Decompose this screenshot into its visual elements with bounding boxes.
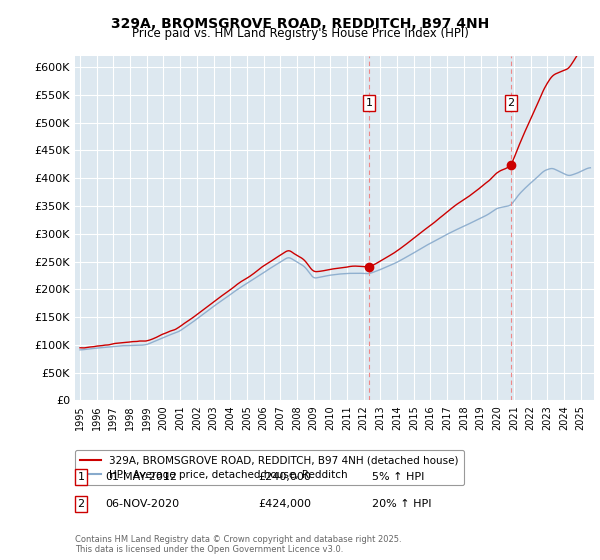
Text: Price paid vs. HM Land Registry's House Price Index (HPI): Price paid vs. HM Land Registry's House … [131, 27, 469, 40]
Text: Contains HM Land Registry data © Crown copyright and database right 2025.
This d: Contains HM Land Registry data © Crown c… [75, 535, 401, 554]
Text: £240,000: £240,000 [258, 472, 311, 482]
Text: 01-MAY-2012: 01-MAY-2012 [105, 472, 177, 482]
Text: 5% ↑ HPI: 5% ↑ HPI [372, 472, 424, 482]
Text: 06-NOV-2020: 06-NOV-2020 [105, 499, 179, 509]
Text: 1: 1 [77, 472, 85, 482]
Text: £424,000: £424,000 [258, 499, 311, 509]
Legend: 329A, BROMSGROVE ROAD, REDDITCH, B97 4NH (detached house), HPI: Average price, d: 329A, BROMSGROVE ROAD, REDDITCH, B97 4NH… [75, 450, 464, 485]
Text: 1: 1 [366, 98, 373, 108]
Text: 2: 2 [508, 98, 515, 108]
Text: 2: 2 [77, 499, 85, 509]
Text: 329A, BROMSGROVE ROAD, REDDITCH, B97 4NH: 329A, BROMSGROVE ROAD, REDDITCH, B97 4NH [111, 17, 489, 31]
Text: 20% ↑ HPI: 20% ↑ HPI [372, 499, 431, 509]
